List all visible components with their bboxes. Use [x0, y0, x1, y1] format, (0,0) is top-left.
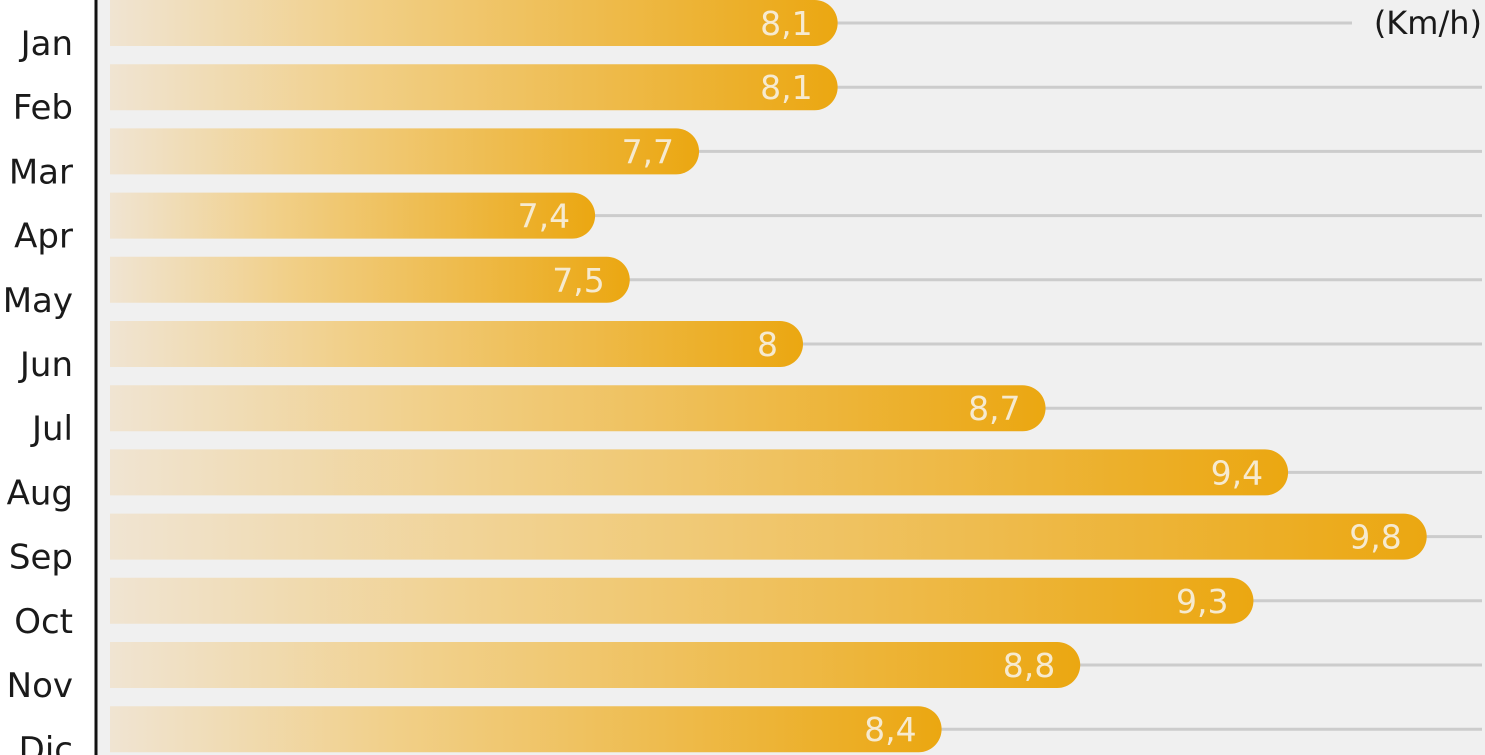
month-labels: Jan Feb Mar Apr May Jun Jul Aug Sep Oct Nov Dic — [3, 24, 73, 755]
value-label: 9,3 — [1176, 582, 1228, 621]
value-label: 7,5 — [552, 261, 604, 300]
plot-background — [96, 0, 1485, 755]
bars: 8,1 8,1 7,7 7,4 7,5 8 8,7 9,4 9,8 9,3 8,8 8,4 — [110, 0, 1427, 753]
month-label: Nov — [7, 666, 73, 706]
value-label: 8 — [757, 325, 778, 364]
value-label: 8,7 — [968, 389, 1020, 428]
bar — [110, 321, 803, 367]
month-label: Dic — [19, 730, 73, 755]
value-label: 7,7 — [622, 132, 674, 171]
month-label: Mar — [9, 152, 73, 192]
bar — [110, 449, 1289, 496]
bar — [110, 256, 630, 303]
month-label: Aug — [7, 473, 73, 513]
bar — [110, 128, 700, 175]
bar — [110, 64, 838, 111]
bar — [110, 513, 1427, 560]
bar — [110, 642, 1081, 688]
value-label: 8,1 — [760, 68, 812, 107]
bar — [110, 706, 942, 753]
month-label: Oct — [14, 602, 73, 642]
unit-label: (Km/h) — [1374, 4, 1482, 42]
bar — [110, 0, 838, 46]
bar — [110, 385, 1046, 432]
bar — [110, 577, 1254, 624]
value-label: 8,4 — [864, 710, 916, 749]
month-label: May — [3, 281, 73, 321]
month-label: Apr — [14, 217, 73, 257]
month-label: Feb — [13, 88, 73, 128]
month-label: Jun — [18, 345, 73, 385]
value-label: 8,8 — [1003, 646, 1055, 685]
value-label: 7,4 — [518, 197, 570, 236]
month-label: Jul — [30, 409, 73, 449]
month-label: Sep — [9, 538, 73, 578]
value-label: 8,1 — [760, 4, 812, 43]
bar — [110, 192, 596, 239]
month-label: Jan — [19, 24, 73, 64]
value-label: 9,4 — [1211, 453, 1263, 492]
value-label: 9,8 — [1349, 518, 1401, 557]
